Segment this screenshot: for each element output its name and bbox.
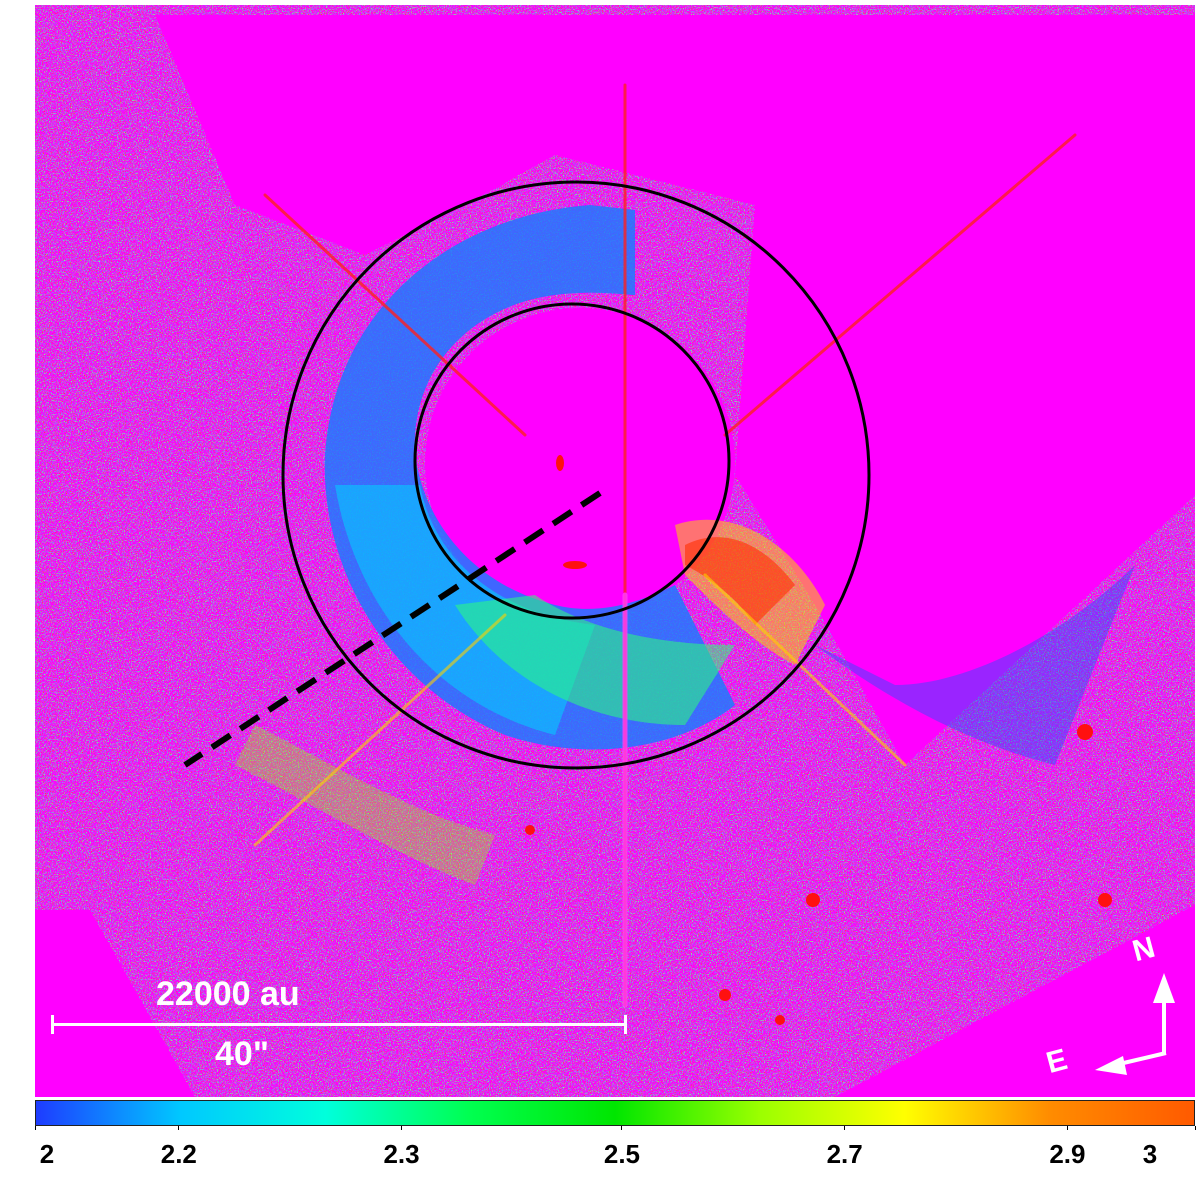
colorbar-tick-label: 2.5: [603, 1139, 641, 1169]
colorbar-tick: [1194, 1126, 1196, 1130]
colorbar-tick-label: 2.2: [160, 1139, 197, 1169]
colorbar-tick: [621, 1126, 623, 1130]
diffraction-spikes: [253, 83, 1077, 1008]
scale-bar: [51, 1023, 627, 1026]
colorbar: [35, 1100, 1195, 1126]
colorbar-tick: [178, 1126, 180, 1130]
ratio-map-image: 22000 au 40" N E: [35, 5, 1195, 1097]
annuli: [281, 180, 871, 770]
scale-angular-label: 40": [215, 1035, 269, 1073]
dust-ring: [235, 205, 1135, 885]
colorbar-tick-label: 2.7: [826, 1139, 863, 1169]
inner-annulus: [413, 302, 731, 620]
colorbar-tick-label: 2.9: [1049, 1139, 1086, 1169]
map-svg: [35, 5, 1195, 1097]
scale-bar-left-cap: [51, 1015, 54, 1034]
colorbar-tick-label: 2.3: [383, 1139, 420, 1169]
outer-annulus: [281, 180, 871, 770]
red-spots: [525, 455, 1112, 1025]
colorbar-tick-label: 2: [39, 1139, 55, 1169]
scale-bar-right-cap: [624, 1015, 627, 1034]
dashed-axis-line: [183, 490, 602, 768]
colorbar-tick: [34, 1126, 36, 1130]
colorbar-tick-label: 3: [1142, 1139, 1158, 1169]
colorbar-tick: [844, 1126, 846, 1130]
colorbar-tick: [401, 1126, 403, 1130]
compass: [1095, 973, 1175, 1075]
saturated-regions: [155, 15, 1195, 765]
scale-physical-label: 22000 au: [156, 975, 300, 1013]
colorbar-tick: [1066, 1126, 1068, 1130]
